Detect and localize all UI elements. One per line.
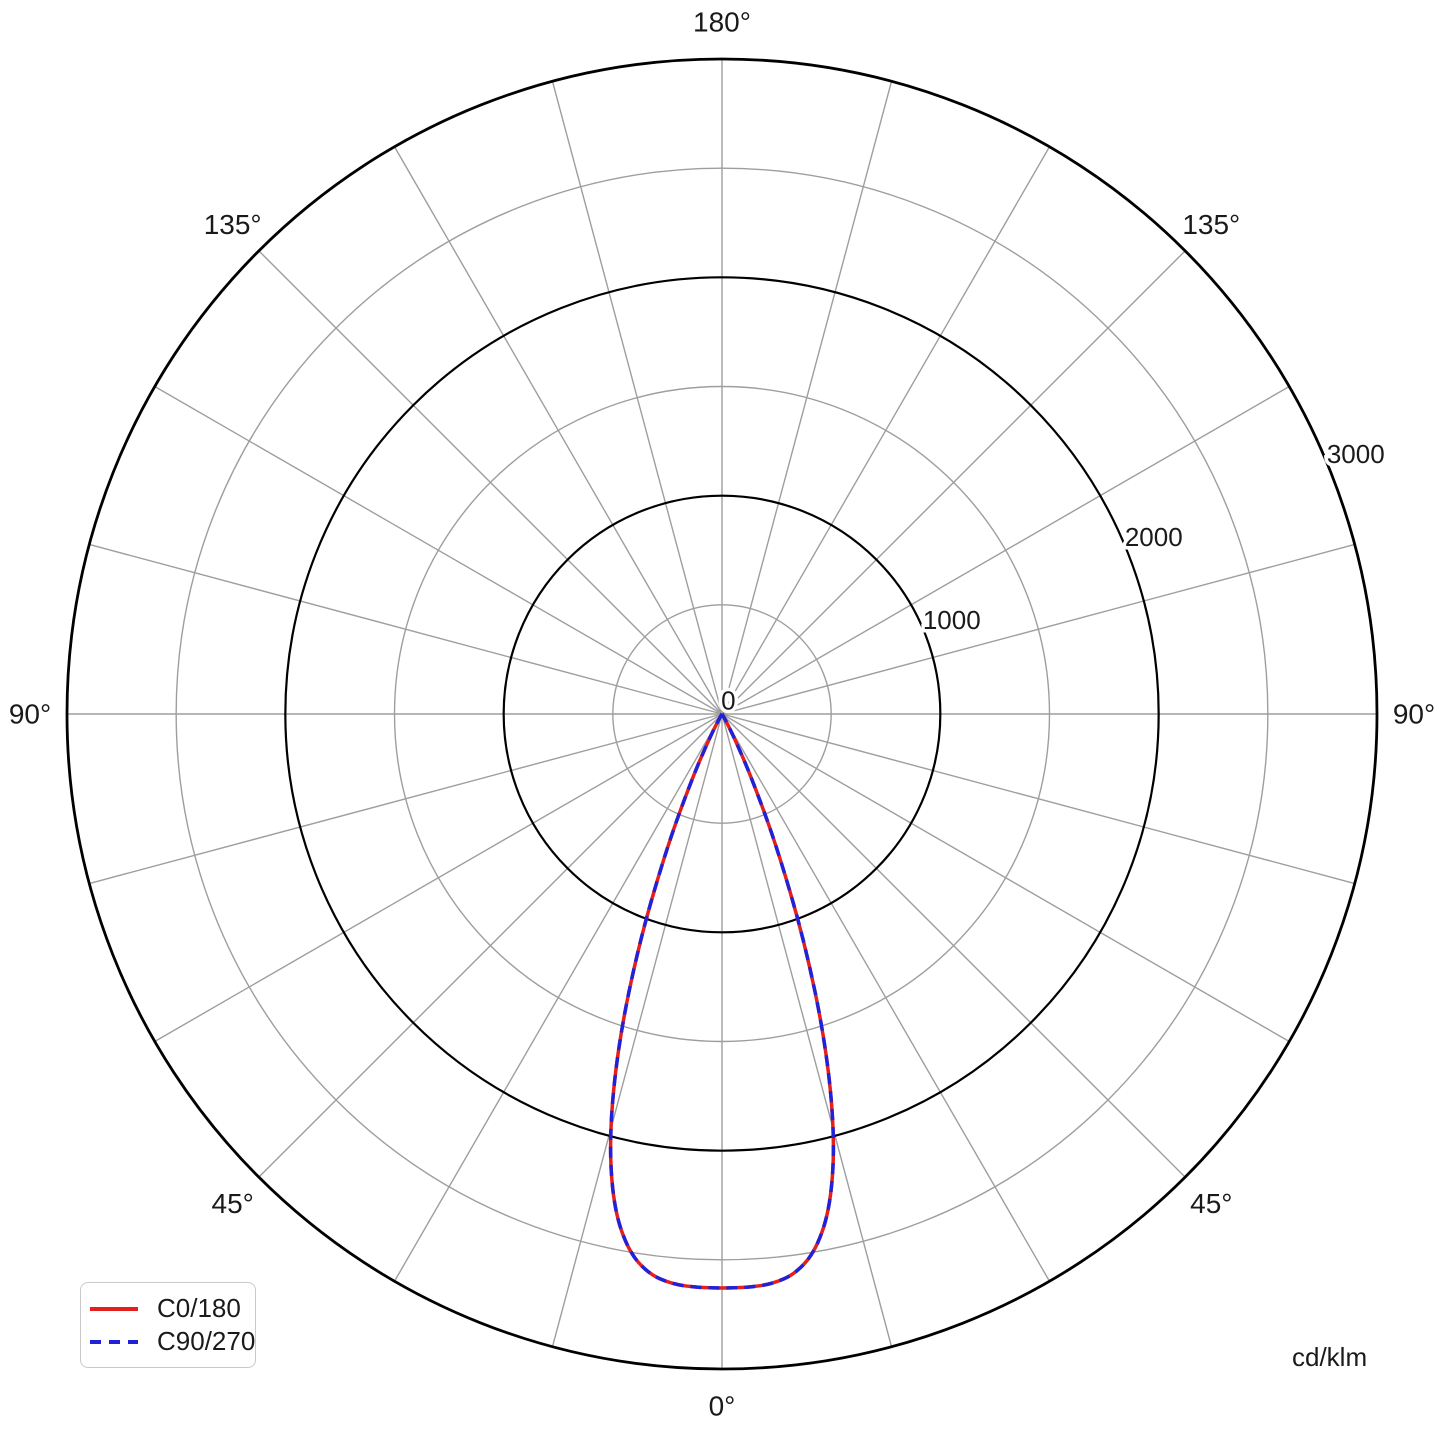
legend-item-c0-180: C0/180 bbox=[89, 1292, 243, 1325]
angle-tick-label: 135° bbox=[204, 209, 262, 240]
angle-tick-label: 135° bbox=[1182, 209, 1240, 240]
legend-label: C90/270 bbox=[157, 1326, 256, 1356]
radial-tick-label: 2000 bbox=[1125, 522, 1183, 552]
radial-tick-label: 3000 bbox=[1327, 439, 1385, 469]
legend-line-solid-icon bbox=[90, 1306, 138, 1311]
angle-tick-label: 180° bbox=[693, 7, 751, 38]
legend-line-dashed-icon bbox=[90, 1339, 138, 1344]
radial-tick-label: 1000 bbox=[923, 605, 981, 635]
angle-tick-label: 45° bbox=[1190, 1188, 1232, 1219]
angle-tick-label: 45° bbox=[212, 1188, 254, 1219]
grid-circle-minor bbox=[612, 604, 832, 824]
legend: C0/180 C90/270 bbox=[80, 1282, 256, 1368]
angle-tick-label: 90° bbox=[9, 699, 51, 730]
grid-circle-major bbox=[284, 276, 1160, 1152]
grid-circle-minor bbox=[175, 167, 1269, 1261]
legend-item-c90-270: C90/270 bbox=[89, 1325, 255, 1358]
units-label: cd/klm bbox=[1292, 1342, 1368, 1372]
grid-circle-major bbox=[502, 494, 942, 934]
radial-tick-label: 0 bbox=[721, 685, 735, 715]
angle-tick-label: 0° bbox=[709, 1391, 736, 1422]
series-curve-c0-180 bbox=[608, 712, 836, 1290]
grid-circle-major bbox=[65, 57, 1379, 1371]
grid-circle-minor bbox=[393, 385, 1051, 1043]
angle-tick-label: 90° bbox=[1393, 699, 1435, 730]
legend-label: C0/180 bbox=[157, 1293, 241, 1323]
